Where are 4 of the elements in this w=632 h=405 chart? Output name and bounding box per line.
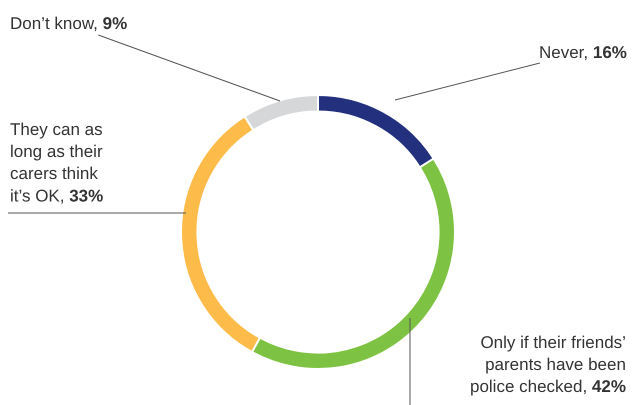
- slice-label: Never, 16%: [539, 43, 627, 62]
- slice-label: Don’t know, 9%: [10, 14, 128, 33]
- slice-label: Only if their friends’ parents have been police checked, 42%: [470, 333, 626, 396]
- slice-label: They can as long as their carers think it’s OK, 33%: [10, 120, 104, 206]
